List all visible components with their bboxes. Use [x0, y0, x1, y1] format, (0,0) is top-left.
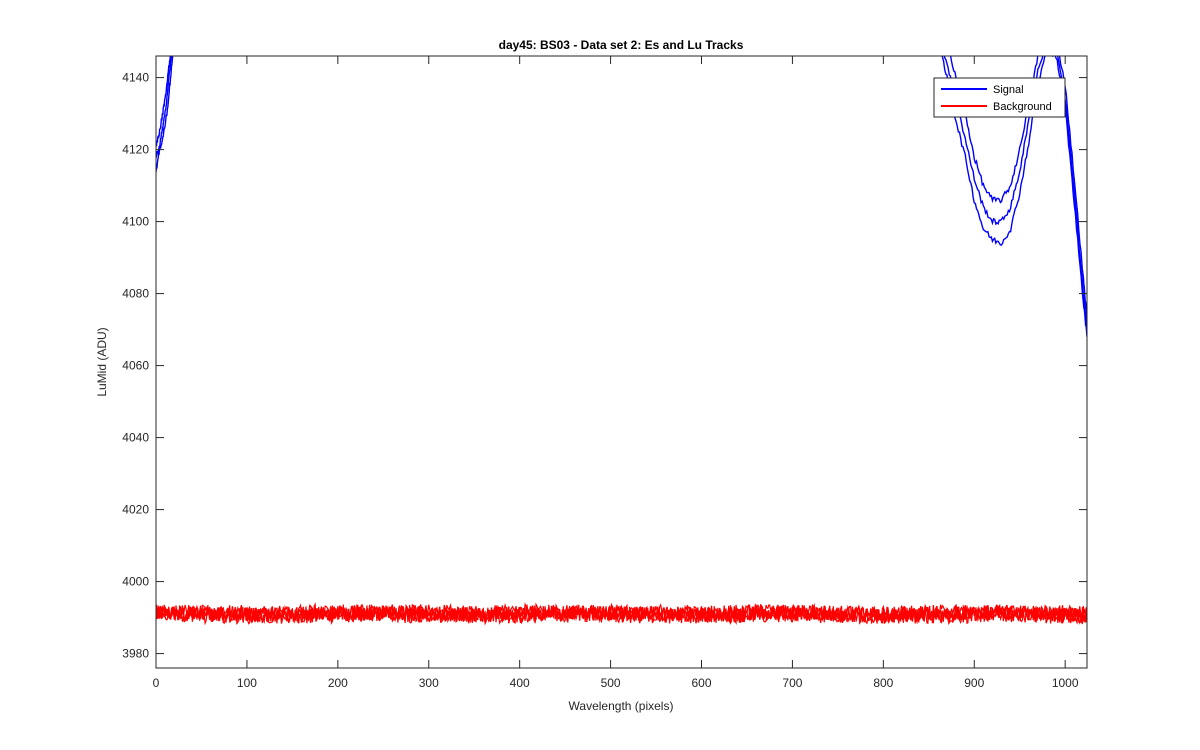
x-tick-label: 700 [782, 676, 802, 690]
signal-series-line [156, 56, 171, 147]
y-tick-label: 4120 [122, 143, 149, 157]
y-tick-label: 4040 [122, 431, 149, 445]
x-tick-label: 400 [510, 676, 530, 690]
background-series-line [156, 602, 1087, 626]
legend-label-background: Background [993, 101, 1052, 113]
plot-frame [155, 55, 1088, 669]
ticks-layer: 0 100 200 300 400 500 600 700 800 900 1000 3980 4000… [122, 56, 1087, 690]
y-tick-label: 4100 [122, 215, 149, 229]
legend: Signal Background [933, 77, 1066, 118]
x-tick-label: 800 [873, 676, 893, 690]
x-tick-label: 200 [328, 676, 348, 690]
chart-title: day45: BS03 - Data set 2: Es and Lu Trac… [499, 38, 744, 52]
y-axis-title: LuMid (ADU) [95, 327, 109, 396]
y-tick-label: 4060 [122, 359, 149, 373]
y-tick-label: 4140 [122, 71, 149, 85]
x-tick-label: 1000 [1052, 676, 1079, 690]
x-tick-label: 900 [964, 676, 984, 690]
x-tick-label: 0 [153, 676, 160, 690]
legend-box [933, 77, 1066, 118]
y-tick-label: 3980 [122, 647, 149, 661]
x-tick-label: 300 [419, 676, 439, 690]
y-tick-label: 4020 [122, 503, 149, 517]
x-tick-label: 600 [691, 676, 711, 690]
plot-area [156, 56, 1087, 668]
signal-series-line [943, 56, 1087, 330]
signal-series-line [156, 56, 173, 158]
y-tick-label: 4000 [122, 575, 149, 589]
y-tick-label: 4080 [122, 287, 149, 301]
x-tick-label: 100 [237, 676, 257, 690]
legend-label-signal: Signal [993, 84, 1024, 96]
x-tick-label: 500 [601, 676, 621, 690]
x-axis-title: Wavelength (pixels) [569, 699, 674, 713]
